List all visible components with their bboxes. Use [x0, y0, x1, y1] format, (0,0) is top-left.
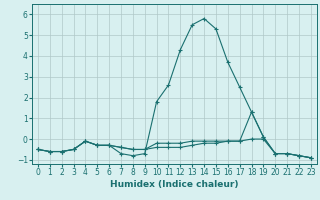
X-axis label: Humidex (Indice chaleur): Humidex (Indice chaleur)	[110, 180, 239, 189]
